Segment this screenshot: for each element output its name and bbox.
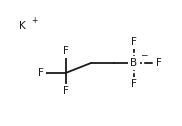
Text: F: F bbox=[131, 37, 137, 47]
Text: +: + bbox=[31, 16, 37, 25]
Text: F: F bbox=[156, 58, 162, 68]
Text: F: F bbox=[38, 68, 44, 78]
Text: B: B bbox=[130, 58, 138, 68]
Text: F: F bbox=[131, 79, 137, 89]
Text: F: F bbox=[63, 46, 69, 56]
Text: F: F bbox=[63, 86, 69, 96]
Text: K: K bbox=[19, 21, 26, 31]
Text: −: − bbox=[140, 51, 148, 59]
